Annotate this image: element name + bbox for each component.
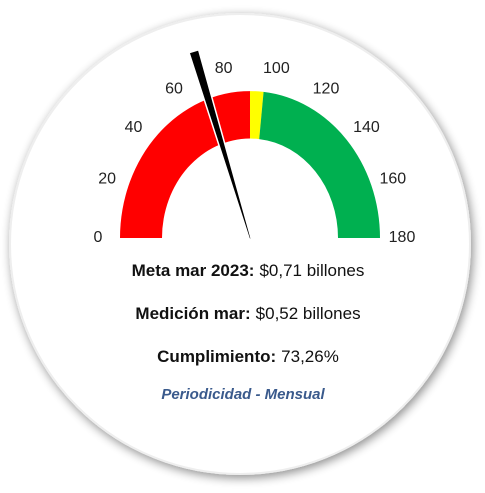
tick-label: 60 [165, 80, 183, 97]
info-value: $0,71 billones [259, 261, 364, 280]
badge-circle [9, 13, 471, 475]
info-label: Medición mar: [135, 304, 250, 323]
tick-label: 120 [313, 80, 340, 97]
info-value: $0,52 billones [256, 304, 361, 323]
tick-label: 20 [98, 170, 116, 187]
info-line: Medición mar: $0,52 billones [135, 304, 360, 323]
info: Meta mar 2023: $0,71 billones Medición mar… [132, 261, 365, 366]
gauge: 0 20 40 60 80 100 120 140 160 180 [94, 49, 416, 246]
tick-label: 80 [215, 60, 233, 77]
info-label: Cumplimiento: [157, 347, 276, 366]
needle [188, 49, 252, 243]
tick-label: 100 [263, 60, 290, 77]
info-value: 73,26% [281, 347, 339, 366]
tick-label: 160 [379, 170, 406, 187]
periodicity: Periodicidad - Mensual [161, 386, 325, 403]
tick-label: 180 [389, 229, 416, 246]
tick-label: 0 [94, 229, 103, 246]
tick-label: 140 [353, 119, 380, 136]
info-line: Meta mar 2023: $0,71 billones [132, 261, 365, 280]
info-label: Meta mar 2023: [132, 261, 255, 280]
gauge-band [259, 91, 380, 239]
tick-label: 40 [125, 119, 143, 136]
gauge-band [250, 91, 264, 140]
info-line: Cumplimiento: 73,26% [157, 347, 339, 366]
